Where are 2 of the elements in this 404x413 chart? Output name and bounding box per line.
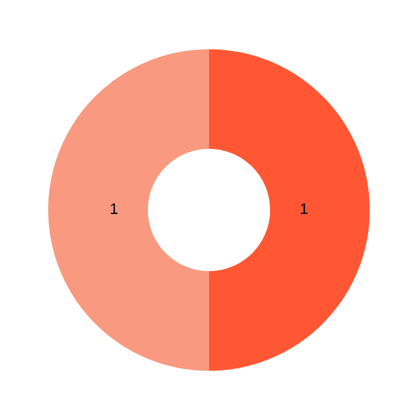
data-label: 1 [110,203,118,214]
data-label: 1 [300,203,308,214]
